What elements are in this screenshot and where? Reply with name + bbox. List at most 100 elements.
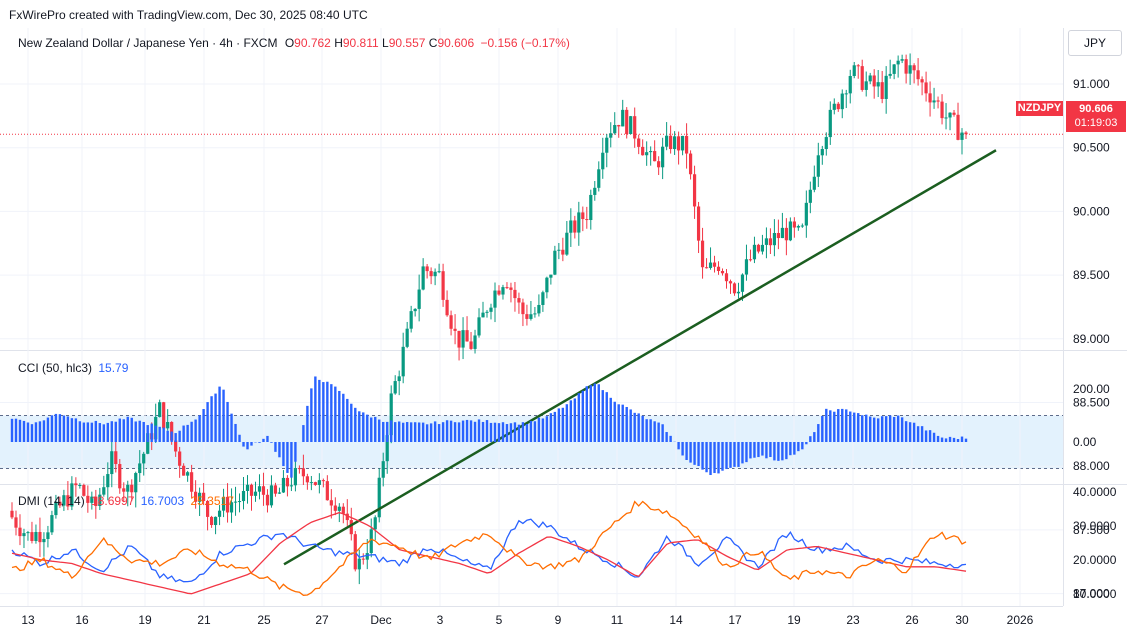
trendline-group	[283, 149, 997, 566]
cci-bar	[613, 401, 616, 442]
cci-bar	[661, 424, 664, 442]
candle-body	[473, 335, 477, 349]
cci-bar	[553, 411, 557, 442]
candle-body	[198, 492, 202, 502]
cci-bar	[936, 435, 940, 442]
cci-bar	[274, 442, 277, 452]
cci-bar	[741, 442, 744, 464]
cci-bar	[318, 379, 321, 442]
candle-body	[856, 65, 860, 67]
dmi-plus-value: 18.6997	[91, 494, 135, 508]
cci-bar	[78, 421, 82, 442]
cci-bar	[916, 426, 920, 442]
cci-bar	[214, 393, 217, 442]
candle-body	[361, 558, 365, 560]
cci-bar	[82, 422, 86, 442]
candle-body	[186, 472, 190, 476]
candle-body	[884, 75, 888, 99]
candle-body	[249, 484, 254, 496]
candle-body	[170, 421, 174, 441]
cci-bar	[354, 407, 357, 442]
candle-body	[864, 81, 868, 90]
candle-body	[397, 376, 401, 382]
cci-bar	[573, 398, 577, 442]
cci-bar	[433, 421, 437, 442]
cci-bar	[226, 401, 229, 442]
cci-bar	[429, 423, 433, 442]
cci-bar	[302, 425, 305, 442]
cci-label: CCI (50, hlc3)	[18, 361, 93, 375]
candle-body	[736, 291, 741, 294]
open-label: O	[284, 36, 295, 50]
cci-bar	[940, 437, 944, 442]
candle-body	[162, 402, 166, 429]
candle-body	[461, 330, 465, 348]
cci-bar	[425, 424, 429, 442]
cci-bar	[150, 423, 153, 442]
cci-bar	[110, 421, 113, 442]
cci-bar	[641, 415, 644, 442]
candle-body	[425, 266, 429, 272]
candle-body	[952, 112, 956, 115]
cci-bar	[469, 420, 473, 442]
candle-body	[832, 103, 836, 110]
cci-bar	[70, 418, 74, 442]
candle-body	[281, 477, 286, 493]
cci-bar	[964, 438, 968, 442]
cci-bar	[453, 422, 457, 442]
cci-bar	[282, 442, 285, 467]
cci-bar	[621, 404, 624, 442]
cci-bar	[485, 420, 489, 442]
candle-body	[497, 290, 501, 295]
cci-bar	[737, 442, 740, 467]
candle-body	[305, 476, 309, 483]
candle-body	[649, 151, 653, 153]
candle-body	[684, 135, 689, 154]
candle-body	[804, 202, 808, 226]
cci-bar	[561, 407, 565, 442]
cci-bar	[565, 404, 569, 442]
cci-bar	[457, 422, 461, 442]
gridlines	[0, 28, 1063, 606]
cci-bar	[142, 421, 145, 442]
candle-body	[537, 304, 541, 314]
cci-bar	[174, 433, 177, 442]
candle-body	[828, 109, 832, 138]
candle-body	[285, 477, 290, 487]
candle-body	[876, 82, 880, 87]
symbol-title[interactable]: New Zealand Dollar / Japanese Yen · 4h ·…	[18, 36, 278, 50]
candle-body	[86, 495, 90, 503]
currency-button[interactable]: JPY	[1068, 30, 1122, 56]
chart-credit: FxWirePro created with TradingView.com, …	[9, 8, 368, 22]
cci-bar	[841, 408, 844, 442]
cci-legend[interactable]: CCI (50, hlc3) 15.79	[18, 361, 128, 375]
time-tick-label: 30	[955, 613, 969, 627]
candle-body	[844, 93, 848, 95]
cci-bar	[821, 415, 824, 442]
candle-body	[457, 330, 461, 348]
cci-bar	[569, 400, 573, 442]
cci-bar	[118, 418, 121, 442]
candle-body	[521, 302, 525, 315]
candle-body	[533, 313, 537, 315]
time-tick-label: 19	[787, 613, 801, 627]
high-label: H	[334, 36, 343, 50]
candle-body	[26, 532, 30, 534]
bar-countdown: 01:19:03	[1074, 117, 1118, 129]
candle-body	[213, 516, 218, 526]
candle-body	[625, 109, 629, 135]
candle-body	[14, 517, 18, 528]
cci-bar	[413, 422, 417, 442]
cci-bar	[58, 414, 62, 442]
time-tick-label: 9	[555, 613, 562, 627]
candle-body	[589, 194, 593, 221]
dmi-legend[interactable]: DMI (14, 14) 18.6997 16.7003 25.3517	[18, 494, 234, 508]
price-tick-label: 90.500	[1073, 141, 1110, 155]
candle-body	[661, 146, 665, 168]
close-label: C	[428, 36, 438, 50]
cci-bar	[66, 416, 70, 442]
cci-bar	[350, 403, 353, 442]
cci-bar	[34, 422, 38, 442]
cci-bar	[294, 442, 297, 462]
